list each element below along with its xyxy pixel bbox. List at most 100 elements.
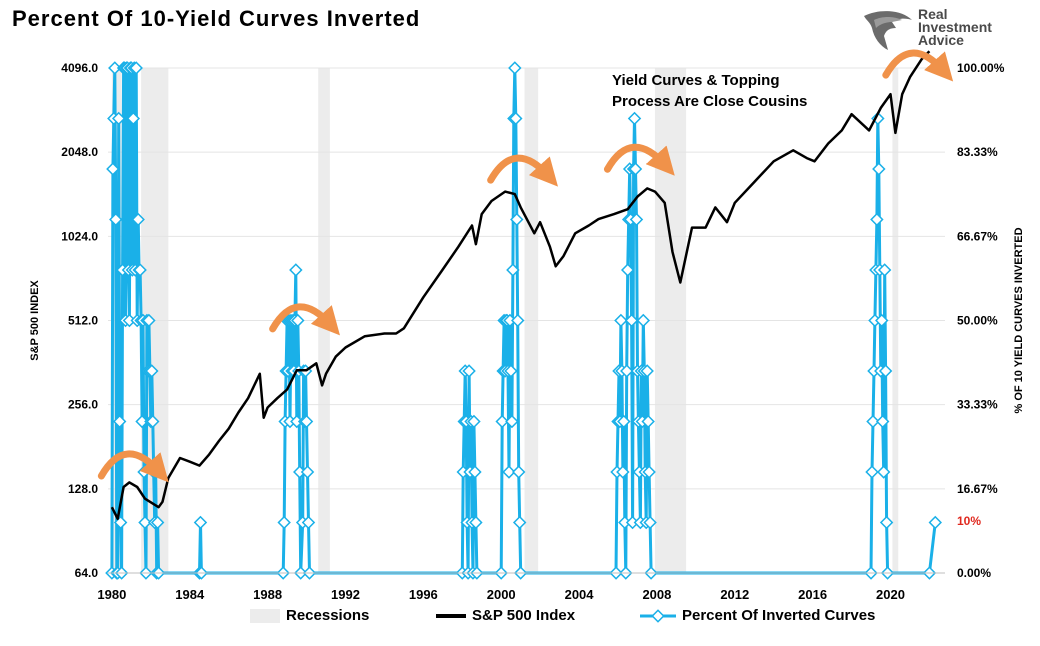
percent-point-marker bbox=[616, 465, 630, 479]
percent-point-marker bbox=[462, 364, 476, 378]
y-right-tick-label: 16.67% bbox=[957, 482, 998, 496]
percent-series bbox=[105, 61, 942, 580]
percent-point-marker bbox=[290, 414, 304, 429]
legend-label-percent: Percent Of Inverted Curves bbox=[682, 607, 876, 624]
percent-point-marker bbox=[504, 364, 518, 378]
percent-point-marker bbox=[875, 414, 890, 429]
topping-arrow-1 bbox=[269, 303, 340, 336]
percent-point-marker bbox=[511, 313, 525, 328]
percent-point-marker bbox=[505, 414, 519, 429]
sp500-series bbox=[110, 50, 931, 521]
percent-point-marker bbox=[131, 212, 145, 227]
percent-point-marker bbox=[617, 414, 631, 429]
percent-point-marker bbox=[509, 111, 523, 126]
percent-point-marker bbox=[150, 515, 165, 530]
percent-point-marker bbox=[291, 313, 305, 328]
percent-point-marker bbox=[510, 212, 524, 227]
y-left-tick-label: 128.0 bbox=[68, 482, 98, 496]
percent-point-marker bbox=[467, 414, 481, 429]
annotation-text: Yield Curves & Topping Process Are Close… bbox=[612, 70, 807, 112]
y-right-tick-label: 66.67% bbox=[957, 229, 998, 243]
percent-point-marker bbox=[875, 313, 889, 328]
legend-item-percent: Percent Of Inverted Curves bbox=[640, 607, 875, 624]
x-tick-label: 2008 bbox=[642, 587, 671, 602]
percent-point-marker bbox=[868, 313, 882, 328]
percent-point-marker bbox=[642, 465, 656, 479]
percent-point-marker bbox=[503, 313, 517, 328]
x-tick-label: 2012 bbox=[720, 587, 749, 602]
topping-arrow-4 bbox=[882, 49, 954, 82]
legend-item-sp500: S&P 500 Index bbox=[436, 607, 575, 624]
topping-arrow-0 bbox=[97, 450, 169, 483]
y-right-tick-label: 100.00% bbox=[957, 61, 1005, 75]
topping-arrows bbox=[97, 49, 954, 483]
x-tick-label: 2020 bbox=[876, 587, 905, 602]
percent-point-marker bbox=[456, 465, 470, 479]
percent-point-marker bbox=[468, 465, 482, 479]
y-right-axis-title: % OF 10 YIELD CURVES INVERTED bbox=[1013, 227, 1025, 413]
percent-point-marker bbox=[624, 313, 639, 328]
percent-point-marker bbox=[299, 414, 314, 429]
percent-point-marker bbox=[876, 465, 891, 479]
percent-point-marker bbox=[866, 414, 880, 429]
y-left-tick-label: 1024.0 bbox=[61, 229, 98, 243]
percent-point-marker bbox=[145, 364, 159, 378]
eagle-head-icon bbox=[864, 11, 912, 51]
percent-point-marker bbox=[628, 162, 643, 176]
percent-point-marker bbox=[469, 515, 483, 530]
brand-logo: Real Investment Advice bbox=[862, 6, 1012, 58]
percent-point-marker bbox=[625, 515, 640, 530]
percent-point-marker bbox=[111, 111, 126, 126]
percent-point-marker bbox=[146, 414, 160, 429]
legend-item-recessions: Recessions bbox=[250, 607, 369, 624]
y-right-tick-label: 0.00% bbox=[957, 566, 991, 580]
percent-point-marker bbox=[614, 313, 628, 328]
percent-point-marker bbox=[508, 61, 522, 75]
percent-point-marker bbox=[138, 515, 152, 530]
percent-point-marker bbox=[872, 162, 886, 176]
logo-line-3: Advice bbox=[918, 32, 964, 48]
percent-point-marker bbox=[502, 465, 516, 479]
percent-point-marker bbox=[511, 465, 526, 479]
y-left-axis-title: S&P 500 INDEX bbox=[29, 280, 41, 361]
y-left-tick-label: 64.0 bbox=[75, 566, 99, 580]
x-tick-label: 1984 bbox=[175, 587, 205, 602]
percent-point-marker bbox=[135, 414, 149, 429]
threshold-label: 10% bbox=[957, 514, 982, 528]
y-right-tick-label: 50.00% bbox=[957, 314, 998, 328]
percent-point-marker bbox=[878, 364, 893, 378]
percent-point-marker bbox=[129, 61, 143, 75]
percent-point-marker bbox=[112, 414, 127, 429]
legend-label-sp500: S&P 500 Index bbox=[472, 607, 576, 624]
legend-label-recessions: Recessions bbox=[286, 607, 370, 624]
percent-point-marker bbox=[620, 364, 634, 378]
annotation-line-1: Yield Curves & Topping bbox=[612, 72, 780, 89]
y-left-tick-label: 256.0 bbox=[68, 398, 98, 412]
x-tick-label: 1992 bbox=[331, 587, 360, 602]
percent-point-marker bbox=[126, 111, 141, 126]
percent-point-marker bbox=[495, 414, 509, 429]
percent-point-marker bbox=[879, 515, 894, 530]
percent-point-marker bbox=[877, 263, 892, 277]
y-left-tick-label: 2048.0 bbox=[61, 145, 98, 159]
percent-point-marker bbox=[300, 465, 315, 479]
chart-title: Percent Of 10-Yield Curves Inverted bbox=[12, 6, 421, 31]
legend-swatch-percent bbox=[640, 608, 676, 623]
topping-arrow-3 bbox=[603, 143, 675, 176]
y-right-tick-label: 33.33% bbox=[957, 398, 998, 412]
x-tick-label: 1996 bbox=[409, 587, 438, 602]
percent-point-marker bbox=[506, 263, 520, 277]
x-tick-label: 1980 bbox=[97, 587, 126, 602]
percent-point-marker bbox=[277, 515, 291, 530]
percent-point-marker bbox=[109, 212, 123, 227]
percent-point-marker bbox=[618, 515, 632, 530]
percent-point-marker bbox=[193, 515, 208, 530]
percent-point-marker bbox=[627, 111, 642, 126]
logo-line-2: Investment bbox=[918, 19, 992, 35]
percent-point-marker bbox=[289, 263, 303, 277]
x-tick-label: 2000 bbox=[487, 587, 516, 602]
percent-point-marker bbox=[928, 515, 942, 530]
percent-point-marker bbox=[629, 212, 644, 227]
x-tick-label: 2004 bbox=[565, 587, 595, 602]
